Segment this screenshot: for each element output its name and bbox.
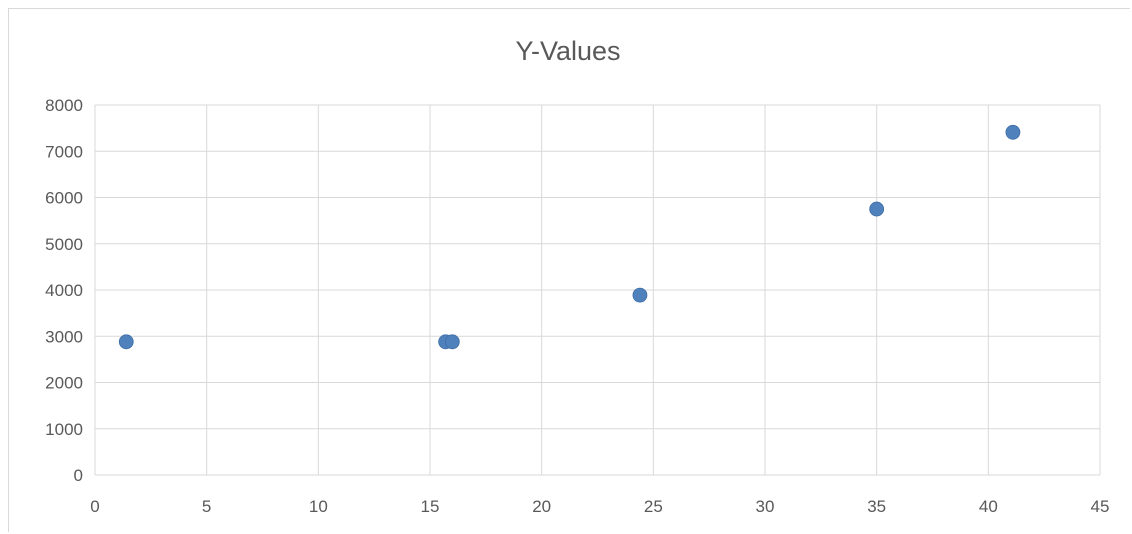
axis-ticks: 0 1000 2000 3000 4000 5000 6000 7000 8000 0 5 10 15 2… [45,96,1109,516]
x-tick-label: 10 [309,497,328,516]
x-tick-label: 0 [90,497,99,516]
y-tick-label: 7000 [45,142,83,161]
x-tick-label: 45 [1091,497,1110,516]
data-point [869,201,885,217]
x-tick-label: 5 [202,497,211,516]
y-tick-label: 5000 [45,235,83,254]
y-tick-label: 0 [74,466,83,485]
y-tick-label: 8000 [45,96,83,115]
x-tick-label: 15 [421,497,440,516]
chart-title: Y-Values [515,36,620,66]
y-tick-label: 2000 [45,374,83,393]
x-tick-label: 35 [867,497,886,516]
y-tick-label: 4000 [45,281,83,300]
data-point [1005,124,1021,140]
y-tick-label: 3000 [45,327,83,346]
data-point [118,334,134,350]
chart-frame [8,8,1130,532]
y-tick-label: 6000 [45,189,83,208]
x-tick-label: 20 [532,497,551,516]
y-tick-label: 1000 [45,420,83,439]
grid [94,104,1101,476]
data-point [632,287,648,303]
x-tick-label: 30 [756,497,775,516]
x-tick-label: 40 [979,497,998,516]
x-tick-label: 25 [644,497,663,516]
data-point [444,334,460,350]
data-points [118,124,1021,350]
